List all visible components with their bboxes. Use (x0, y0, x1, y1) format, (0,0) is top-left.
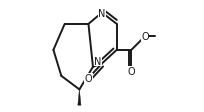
Polygon shape (78, 90, 81, 105)
Text: O: O (85, 73, 92, 83)
Text: O: O (128, 67, 135, 77)
Text: O: O (141, 32, 149, 42)
Text: N: N (98, 9, 106, 18)
Text: N: N (94, 56, 101, 66)
